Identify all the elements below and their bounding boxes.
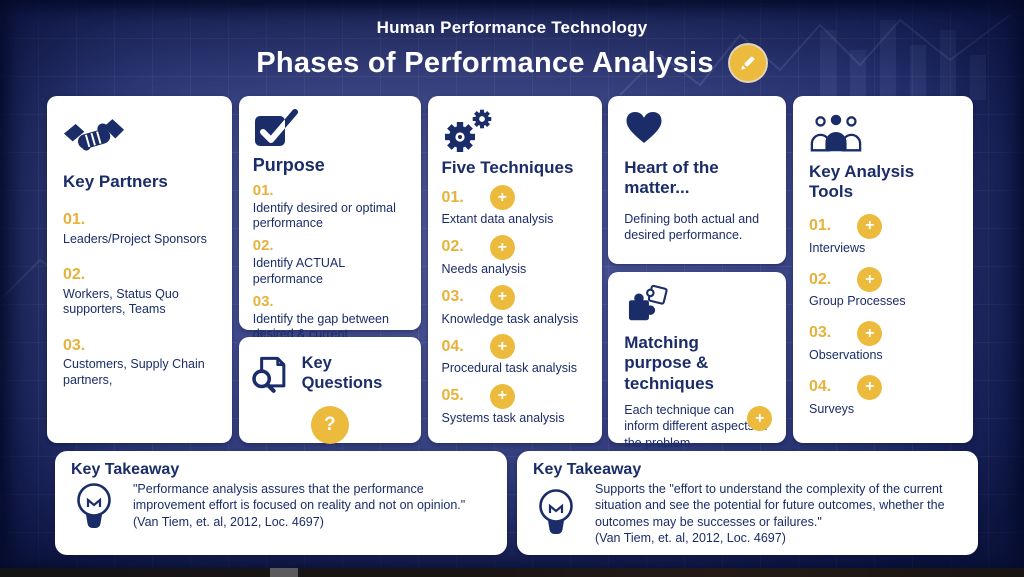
item-label: Extant data analysis — [441, 212, 554, 227]
question-button[interactable]: ? — [310, 406, 349, 444]
takeaway-quote: "Performance analysis assures that the p… — [133, 482, 466, 513]
checkbox-icon — [254, 109, 298, 146]
item-label: Observations — [809, 348, 883, 363]
slide-header: Human Performance Technology Phases of P… — [0, 18, 1024, 83]
bottom-bar — [0, 568, 1024, 577]
takeaway-citation: (Van Tiem, et. al, 2012, Loc. 4697) — [133, 514, 324, 529]
column-heart-matching: Heart of the matter... Defining both act… — [608, 96, 787, 450]
list-item: 02. Workers, Status Quo supporters, Team… — [63, 266, 216, 318]
item-number: 04. — [809, 377, 832, 395]
puzzle-icon — [629, 284, 668, 321]
list-item: 02. + Group Processes — [809, 267, 957, 310]
people-group-icon — [810, 114, 862, 152]
list-item: 05. + Systems task analysis — [441, 383, 588, 427]
card-title: Key Analysis Tools — [809, 162, 915, 202]
item-label: Customers, Supply Chain partners, — [63, 357, 205, 388]
expand-button[interactable]: + — [489, 235, 515, 261]
canvas-cards: Key Partners 01. Leaders/Project Sponsor… — [47, 96, 973, 450]
lightbulb-icon — [77, 483, 111, 529]
item-label: Identify desired or optimal performance — [252, 200, 396, 231]
item-label: Workers, Status Quo supporters, Teams — [63, 286, 179, 317]
list-item: 03. + Knowledge task analysis — [441, 284, 588, 328]
heart-icon — [626, 111, 662, 144]
slide-subtitle: Human Performance Technology — [376, 18, 648, 37]
item-number: 03. — [252, 292, 274, 310]
expand-button[interactable]: + — [857, 213, 883, 239]
takeaway-row: Key Takeaway "Performance analysis assur… — [55, 451, 978, 555]
key-takeaway-card-2: Key Takeaway Supports the "effort to und… — [517, 451, 978, 555]
edit-button[interactable] — [727, 43, 768, 83]
matching-purpose-card: Matching purpose & techniques Each techn… — [608, 272, 787, 450]
item-number: 01. — [63, 211, 86, 229]
item-number: 04. — [441, 337, 464, 355]
key-questions-card: Key Questions ? — [238, 337, 421, 444]
expand-button[interactable]: + — [857, 374, 883, 400]
purpose-card: Purpose 01. Identify desired or optimal … — [238, 96, 421, 357]
list-item: 02. Identify ACTUAL performance — [253, 237, 407, 288]
expand-button[interactable]: + — [489, 334, 515, 360]
takeaway-citation: (Van Tiem, et. al, 2012, Loc. 4697) — [595, 530, 786, 545]
item-number: 05. — [441, 387, 464, 405]
list-item: 01. Leaders/Project Sponsors — [63, 211, 216, 247]
item-number: 02. — [809, 270, 832, 288]
expand-button[interactable]: + — [747, 406, 773, 431]
column-purpose: Purpose 01. Identify desired or optimal … — [238, 96, 421, 444]
pencil-icon — [741, 56, 755, 70]
item-number: 01. — [441, 188, 464, 206]
expand-button[interactable]: + — [489, 383, 515, 409]
item-label: Leaders/Project Sponsors — [63, 231, 207, 246]
heart-of-matter-card: Heart of the matter... Defining both act… — [608, 96, 787, 264]
card-title: Five Techniques — [441, 158, 574, 177]
item-number: 02. — [63, 266, 86, 284]
list-item: 02. + Needs analysis — [442, 235, 588, 278]
page-title: Phases of Performance Analysis — [256, 46, 714, 79]
key-partners-card: Key Partners 01. Leaders/Project Sponsor… — [47, 96, 232, 443]
card-title: Heart of the matter... — [624, 158, 719, 198]
expand-button[interactable]: + — [857, 267, 883, 293]
item-label: Surveys — [809, 401, 855, 416]
item-label: Identify ACTUAL performance — [252, 256, 345, 286]
handshake-icon — [63, 118, 125, 151]
list-item: 01. + Interviews — [809, 213, 957, 257]
list-item: 04. + Surveys — [809, 374, 957, 418]
card-title: Key Partners — [63, 172, 168, 191]
item-label: Knowledge task analysis — [441, 311, 579, 326]
gears-icon — [444, 109, 491, 152]
bottom-bar-segment — [270, 568, 298, 577]
card-title: Matching purpose & techniques — [624, 333, 714, 393]
item-number: 01. — [252, 181, 274, 199]
card-title: Key Questions — [301, 353, 383, 392]
item-label: Needs analysis — [441, 262, 527, 277]
key-analysis-tools-card: Key Analysis Tools 01. + Interviews 02. … — [793, 96, 973, 443]
card-body: Defining both actual and desired perform… — [624, 211, 760, 243]
key-takeaway-card-1: Key Takeaway "Performance analysis assur… — [55, 451, 507, 555]
card-body: Each technique can inform different aspe… — [624, 403, 768, 450]
takeaway-quote: Supports the "effort to understand the c… — [595, 482, 945, 529]
card-title: Purpose — [252, 155, 325, 175]
expand-button[interactable]: + — [489, 185, 515, 211]
item-label: Interviews — [809, 240, 866, 255]
item-number: 03. — [809, 324, 832, 342]
list-item: 03. + Observations — [809, 321, 957, 364]
expand-button[interactable]: + — [489, 284, 515, 310]
takeaway-title: Key Takeaway — [533, 461, 642, 478]
item-number: 02. — [252, 237, 274, 255]
list-item: 01. Identify desired or optimal performa… — [253, 182, 407, 233]
item-number: 03. — [63, 337, 86, 355]
expand-button[interactable]: + — [857, 321, 883, 347]
list-item: 04. + Procedural task analysis — [442, 334, 588, 377]
lightbulb-icon — [539, 488, 573, 534]
item-label: Systems task analysis — [441, 410, 565, 425]
document-magnifier-icon — [251, 356, 286, 393]
list-item: 01. + Extant data analysis — [442, 185, 588, 228]
item-number: 03. — [441, 287, 464, 305]
item-label: Group Processes — [809, 294, 906, 309]
item-label: Procedural task analysis — [441, 361, 577, 376]
takeaway-title: Key Takeaway — [71, 461, 180, 478]
list-item: 03. Customers, Supply Chain partners, — [63, 337, 216, 389]
item-number: 02. — [441, 238, 464, 256]
item-number: 01. — [809, 217, 832, 235]
five-techniques-card: Five Techniques 01. + Extant data analys… — [427, 96, 602, 443]
